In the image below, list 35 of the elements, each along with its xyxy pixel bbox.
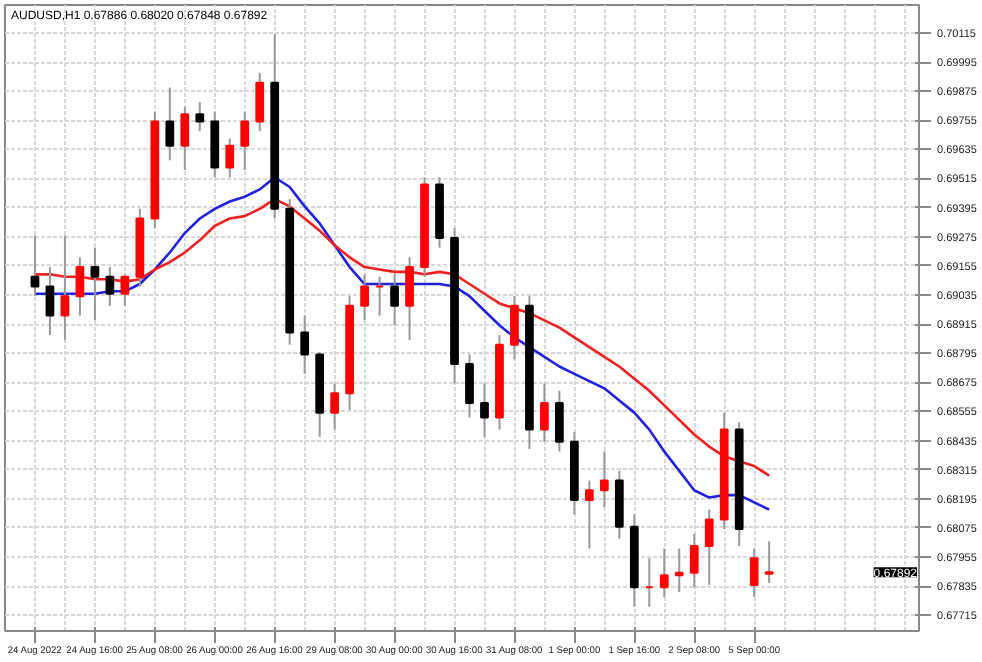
candlestick [330, 382, 340, 431]
candlestick [165, 86, 175, 162]
candlestick [674, 547, 684, 594]
candlestick [60, 234, 70, 341]
candlestick [584, 479, 594, 550]
candlestick [659, 547, 669, 599]
candlestick [749, 547, 759, 599]
candlestick [510, 295, 519, 361]
candlestick [180, 105, 190, 171]
candlestick [30, 234, 40, 298]
candlestick [614, 469, 624, 540]
candlestick [555, 389, 564, 453]
candlestick [75, 256, 85, 317]
candlestick [390, 273, 399, 327]
candlestick [90, 246, 100, 322]
candlestick [255, 71, 265, 133]
candlestick [405, 256, 414, 341]
candlestick [704, 508, 714, 586]
candlestick [210, 110, 220, 179]
candlestick [689, 532, 699, 589]
candlestick [300, 314, 310, 375]
candlestick [225, 137, 235, 179]
candlestick [195, 101, 205, 133]
line-series [33, 197, 771, 478]
line-series [33, 175, 771, 511]
candlestick [465, 353, 474, 419]
candlestick [540, 382, 549, 443]
candlestick [599, 450, 609, 509]
candlestick [120, 273, 130, 307]
candlestick [360, 273, 369, 322]
candlestick [240, 110, 250, 171]
candlestick [764, 540, 774, 584]
candlestick [45, 266, 55, 336]
candlestick [105, 266, 115, 307]
candlestick [480, 382, 489, 438]
